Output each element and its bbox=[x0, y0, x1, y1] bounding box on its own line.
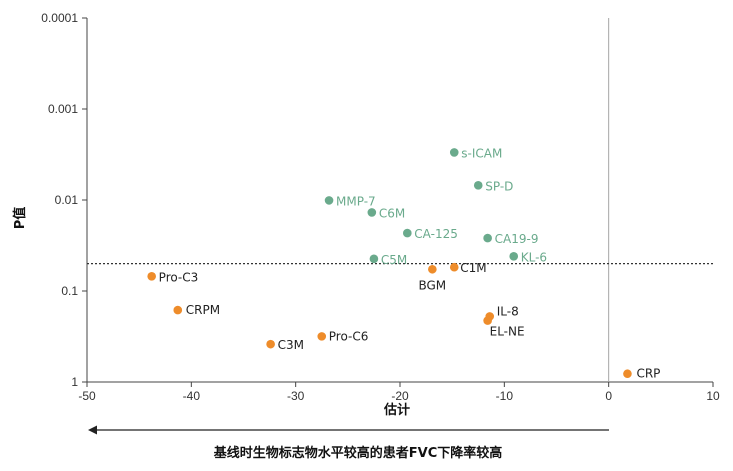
data-point-label: CRPM bbox=[186, 303, 220, 317]
y-tick-label: 0.01 bbox=[55, 193, 79, 207]
data-point bbox=[483, 233, 492, 243]
x-tick-label: -30 bbox=[287, 389, 305, 403]
footer-arrow bbox=[88, 425, 609, 435]
data-point-label: CA19-9 bbox=[495, 232, 539, 246]
data-point-label: BGM bbox=[418, 278, 446, 292]
data-point-label: s-ICAM bbox=[461, 146, 502, 160]
data-point bbox=[473, 181, 483, 190]
data-point bbox=[403, 228, 412, 238]
x-tick-label: -50 bbox=[78, 389, 96, 403]
data-point bbox=[449, 262, 459, 272]
data-point-label: KL-6 bbox=[521, 250, 547, 264]
data-point bbox=[367, 208, 377, 217]
data-point bbox=[428, 264, 437, 274]
x-tick-label: -10 bbox=[496, 389, 514, 403]
x-axis-title: 估计 bbox=[383, 402, 410, 418]
x-tick-label: 10 bbox=[706, 389, 720, 403]
data-point bbox=[173, 305, 183, 315]
data-point bbox=[317, 332, 327, 341]
y-tick-label: 0.0001 bbox=[41, 11, 78, 25]
data-point bbox=[483, 316, 492, 325]
data-point-label: C1M bbox=[460, 261, 486, 275]
data-point bbox=[623, 369, 632, 379]
x-tick-label: 0 bbox=[605, 389, 612, 403]
data-point-label: CRP bbox=[636, 367, 660, 381]
data-point-label: IL-8 bbox=[497, 304, 519, 318]
data-point-label: EL-NE bbox=[490, 325, 525, 339]
x-tick-label: -40 bbox=[183, 389, 201, 403]
data-point bbox=[509, 252, 519, 261]
axes bbox=[86, 18, 713, 383]
data-point-label: CA-125 bbox=[414, 227, 458, 241]
data-point-label: C6M bbox=[379, 206, 405, 220]
data-point bbox=[147, 271, 156, 281]
data-point-label: SP-D bbox=[485, 179, 513, 193]
data-point-label: Pro-C6 bbox=[329, 329, 369, 343]
data-point-label: MMP-7 bbox=[336, 194, 376, 208]
data-point-label: C3M bbox=[278, 338, 304, 352]
data-point bbox=[449, 148, 459, 157]
footer-arrow-head bbox=[88, 425, 97, 435]
y-tick-label: 1 bbox=[71, 375, 78, 389]
data-point-label: C5M bbox=[381, 253, 407, 267]
y-axis-title: P值 bbox=[12, 207, 28, 230]
x-tick-label: -20 bbox=[391, 389, 409, 403]
x-ticks: -50 -40 -30 -20 -10 0 10 bbox=[78, 382, 720, 403]
data-point bbox=[369, 254, 379, 264]
y-tick-label: 0.1 bbox=[61, 284, 78, 298]
y-tick-label: 0.001 bbox=[48, 102, 78, 116]
footer-caption: 基线时生物标志物水平较高的患者FVC下降率较高 bbox=[213, 445, 502, 461]
data-point-label: Pro-C3 bbox=[159, 270, 199, 284]
data-point bbox=[266, 339, 275, 349]
y-ticks: 0.0001 0.001 0.01 0.1 1 bbox=[41, 11, 87, 389]
data-point bbox=[324, 196, 334, 205]
